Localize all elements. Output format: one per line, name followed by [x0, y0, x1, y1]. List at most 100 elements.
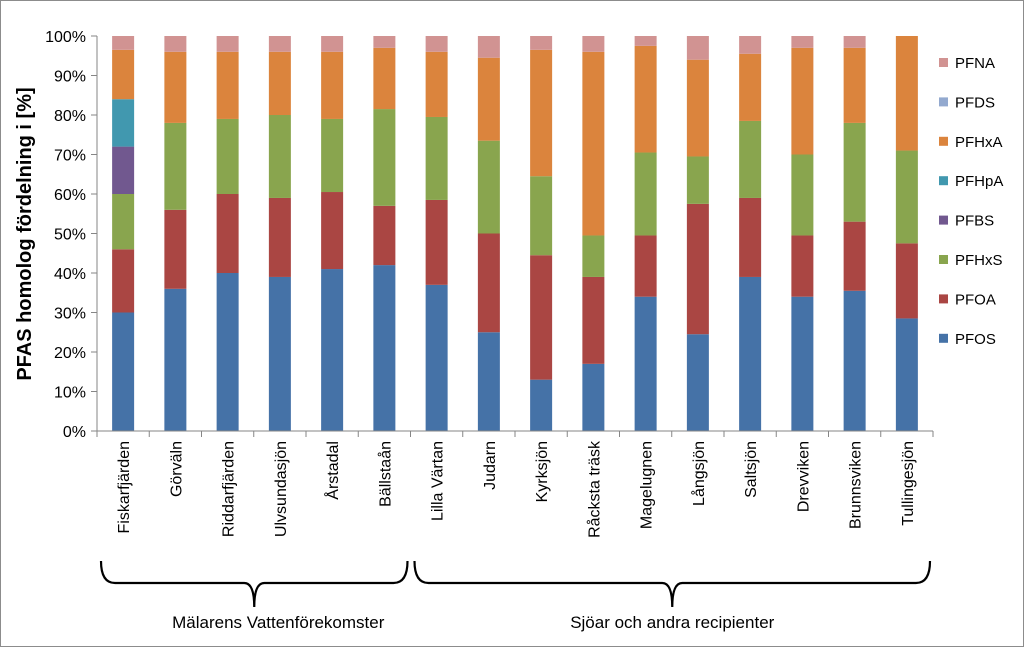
- group-bracket: [413, 560, 932, 608]
- legend-label-pfhxa: PFHxA: [955, 134, 1003, 151]
- y-tick-label: 20%: [54, 345, 86, 362]
- legend-swatch-pfds: [939, 97, 948, 107]
- bars-layer: [112, 36, 918, 431]
- bar-pfoa: [112, 249, 135, 313]
- bar-pfhxa: [477, 57, 500, 141]
- group-label: Sjöar och andra recipienter: [570, 613, 774, 632]
- bar-pfos: [582, 363, 605, 431]
- bar-pfhxa: [164, 51, 187, 123]
- bar-pfhxs: [216, 118, 239, 194]
- legend-swatch-pfhpa: [939, 176, 948, 186]
- bar-pfos: [268, 276, 291, 431]
- bar-pfhxs: [634, 152, 657, 236]
- x-category-label: Drevviken: [795, 441, 812, 512]
- bar-pfoa: [164, 209, 187, 289]
- bar-pfhxs: [112, 194, 135, 250]
- bar-pfos: [791, 296, 814, 431]
- legend-swatch-pfna: [939, 58, 948, 67]
- bar-pfos: [739, 276, 762, 431]
- bar-pfoa: [582, 276, 605, 364]
- x-category-label: Lilla Värtan: [430, 441, 447, 521]
- bar-pfos: [530, 379, 553, 431]
- bar-pfoa: [321, 192, 344, 270]
- y-tick-label: 40%: [54, 266, 86, 283]
- legend-label-pfhpa: PFHpA: [955, 173, 1003, 190]
- bar-pfoa: [791, 235, 814, 297]
- group-brackets: Mälarens Vattenförekomster Sjöar och andr…: [99, 560, 932, 632]
- bar-pfhpa: [112, 99, 135, 147]
- bar-pfna: [686, 36, 709, 60]
- bar-pfna: [268, 36, 291, 52]
- bar-pfos: [321, 269, 344, 431]
- bar-pfos: [373, 265, 396, 431]
- bar-pfhxa: [373, 47, 396, 110]
- bar-pfoa: [530, 255, 553, 380]
- x-category-label: Riddarfjärden: [221, 441, 238, 537]
- bar-pfhxs: [530, 176, 553, 256]
- y-tick-label: 10%: [54, 385, 86, 402]
- bar-pfhxs: [895, 150, 918, 244]
- y-tick-label: 30%: [54, 306, 86, 323]
- group-bracket: [99, 560, 409, 608]
- bar-pfhxs: [321, 118, 344, 193]
- bar-pfna: [791, 36, 814, 48]
- bar-pfhxa: [530, 49, 553, 177]
- y-tick-label: 60%: [54, 187, 86, 204]
- bar-pfoa: [477, 233, 500, 333]
- legend-swatch-pfbs: [939, 215, 948, 225]
- legend-swatch-pfhxs: [939, 255, 948, 264]
- y-tick-label: 0%: [63, 424, 86, 441]
- x-category-label: Kyrksjön: [534, 441, 551, 502]
- legend-label-pfos: PFOS: [955, 331, 996, 348]
- bar-pfna: [582, 36, 605, 52]
- bar-pfhxa: [425, 51, 448, 117]
- bar-pfna: [321, 36, 344, 52]
- x-category-label: Görväln: [168, 441, 185, 497]
- bar-pfhxa: [216, 51, 239, 119]
- bar-pfoa: [686, 203, 709, 335]
- bar-pfhxs: [686, 156, 709, 204]
- bar-pfos: [895, 318, 918, 431]
- x-category-label: Bällstaån: [376, 441, 394, 507]
- bar-pfhxa: [791, 47, 814, 155]
- bar-pfoa: [425, 199, 448, 285]
- bar-pfhxa: [686, 59, 709, 157]
- bar-pfhxa: [739, 53, 762, 121]
- y-tick-label: 90%: [54, 69, 86, 86]
- bar-pfos: [686, 334, 709, 431]
- legend-label-pfna: PFNA: [955, 55, 995, 72]
- bar-pfna: [425, 36, 448, 52]
- bar-pfoa: [268, 197, 291, 277]
- legend: PFNA PFDS PFHxA PFHpA PFBS PFHxS PFOA PFOS: [939, 55, 1003, 348]
- bar-pfoa: [216, 194, 239, 273]
- bar-pfhxs: [268, 115, 291, 198]
- legend-label-pfoa: PFOA: [955, 291, 996, 308]
- bar-pfna: [530, 36, 553, 50]
- x-category-label: Tullingesjön: [900, 441, 917, 526]
- bar-pfna: [216, 36, 239, 52]
- bar-pfhxs: [373, 109, 396, 206]
- bar-pfhxs: [477, 140, 500, 234]
- bar-pfna: [634, 36, 657, 46]
- bar-pfhxa: [843, 47, 866, 123]
- y-axis-title: PFAS homolog fördelning i [%]: [14, 87, 36, 380]
- bar-pfhxs: [425, 116, 448, 200]
- bar-pfhxa: [634, 45, 657, 153]
- x-category-label: Årstadal: [323, 441, 342, 500]
- bar-pfna: [843, 36, 866, 48]
- y-tick-label: 70%: [54, 148, 86, 165]
- bar-pfhxs: [791, 154, 814, 236]
- bar-pfhxa: [321, 51, 344, 119]
- x-category-label: Saltsjön: [743, 441, 760, 498]
- legend-swatch-pfos: [939, 333, 948, 343]
- bar-pfna: [373, 36, 396, 48]
- bar-pfbs: [112, 146, 135, 194]
- x-category-label: Judarn: [482, 441, 499, 490]
- x-category-label: Fiskarfjärden: [116, 441, 133, 533]
- bar-pfhxa: [895, 36, 918, 151]
- bar-pfna: [477, 36, 500, 58]
- legend-label-pfbs: PFBS: [955, 213, 994, 230]
- legend-label-pfhxs: PFHxS: [955, 252, 1003, 269]
